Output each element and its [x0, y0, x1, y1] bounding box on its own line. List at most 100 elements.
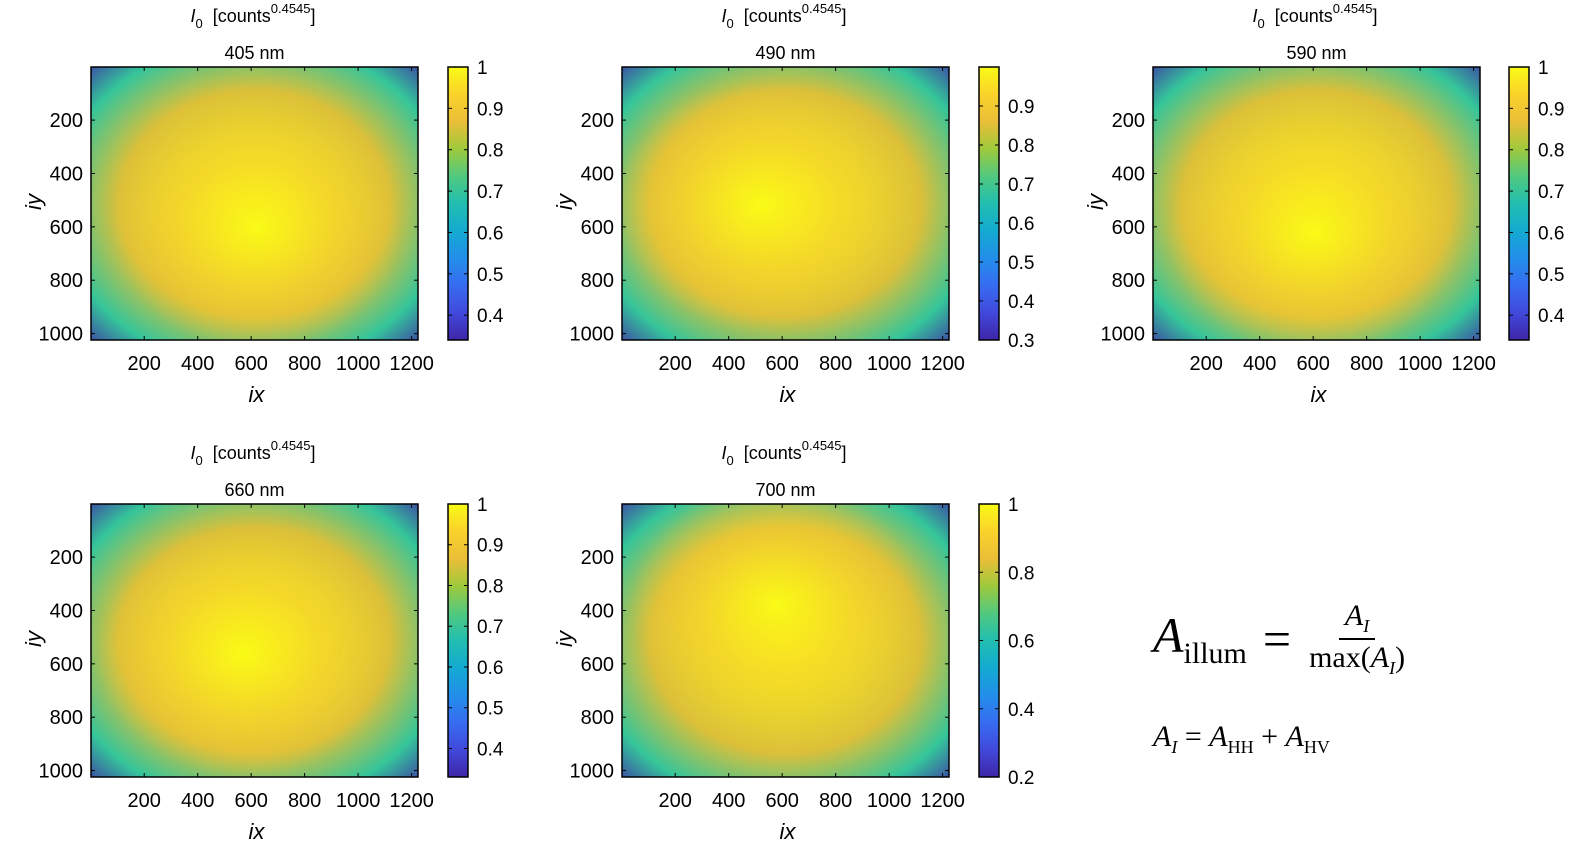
y-tick-label: 200 — [50, 110, 83, 132]
colorbar-tick-label: 0.6 — [477, 658, 503, 679]
y-tick-label: 400 — [50, 600, 83, 622]
x-tick-label: 1200 — [920, 790, 965, 812]
colorbar-tick-label: 0.6 — [1008, 632, 1034, 653]
colorbar-tick-label: 1 — [477, 495, 488, 516]
colorbar-tick-label: 0.7 — [477, 617, 503, 638]
colorbar-tick-label: 0.7 — [477, 182, 503, 203]
y-axis-label: iy — [21, 192, 46, 210]
y-tick-label: 400 — [50, 163, 83, 185]
axes-box — [90, 66, 419, 341]
colorbar-tick-label: 0.6 — [1538, 223, 1564, 244]
y-tick-label: 400 — [1112, 163, 1145, 185]
colorbar-tick-label: 0.4 — [1008, 700, 1035, 721]
colorbar-tick-label: 0.8 — [1008, 563, 1034, 584]
y-tick-label: 1000 — [39, 761, 84, 783]
colorbar-tick-label: 0.4 — [477, 306, 504, 327]
colorbar-tick-label: 0.8 — [1538, 141, 1564, 162]
panel-subtitle: 590 nm — [1286, 43, 1346, 63]
y-tick-label: 200 — [581, 547, 614, 569]
y-tick-label: 800 — [581, 270, 614, 292]
x-tick-label: 600 — [765, 790, 798, 812]
heatmap-peak — [1153, 67, 1480, 340]
y-tick-label: 800 — [50, 707, 83, 729]
panel-subtitle: 490 nm — [755, 43, 815, 63]
x-tick-label: 200 — [659, 353, 692, 375]
axes-box — [621, 66, 950, 341]
panel-title: I0 [counts0.4545] — [190, 1, 315, 31]
colorbar-tick-label: 0.6 — [1008, 214, 1034, 235]
y-tick-label: 600 — [581, 217, 614, 239]
heatmap-panel-700nm: 200 400 600 800 1000 1200 200 400 600 800 1000 ix iy… — [552, 438, 1035, 844]
y-tick-label: 200 — [1112, 110, 1145, 132]
x-tick-label: 600 — [765, 353, 798, 375]
y-tick-label: 800 — [581, 707, 614, 729]
x-tick-label: 400 — [1243, 353, 1276, 375]
x-tick-label: 200 — [659, 790, 692, 812]
panel-title: I0 [counts0.4545] — [1252, 1, 1377, 31]
colorbar-tick-label: 0.5 — [1008, 253, 1034, 274]
colorbar-tick-label: 0.4 — [477, 739, 504, 760]
eq-numerator: AI — [1338, 600, 1376, 640]
colorbar — [447, 66, 469, 341]
colorbar-tick-label: 0.7 — [1008, 175, 1034, 196]
x-axis-label: ix — [1311, 382, 1328, 407]
colorbar-tick-label: 0.2 — [1008, 768, 1034, 789]
axes-box — [1152, 66, 1481, 341]
x-tick-label: 600 — [234, 790, 267, 812]
colorbar-tick-label: 0.8 — [477, 576, 503, 597]
y-tick-label: 1000 — [1101, 324, 1146, 346]
heatmap-peak — [622, 67, 949, 340]
heatmap-peak — [91, 504, 418, 777]
y-tick-label: 800 — [50, 270, 83, 292]
x-tick-label: 1000 — [336, 790, 381, 812]
colorbar-tick-label: 0.9 — [1008, 97, 1034, 118]
eq-fraction: AI max(AI) — [1309, 600, 1405, 678]
colorbar-tick-label: 0.8 — [477, 141, 503, 162]
colorbar-tick-label: 0.4 — [1538, 306, 1565, 327]
heatmap-panel-590nm: 200 400 600 800 1000 1200 200 400 600 800 1000 ix iy… — [1083, 1, 1565, 407]
heatmap-panel-405nm: 200 400 600 800 1000 1200 200 400 600 800 1000 ix iy… — [21, 1, 504, 407]
x-tick-label: 400 — [712, 790, 745, 812]
y-tick-label: 600 — [50, 654, 83, 676]
x-tick-label: 800 — [288, 790, 321, 812]
panel-subtitle: 405 nm — [224, 43, 284, 63]
axes-box — [90, 503, 419, 778]
x-tick-label: 1200 — [389, 790, 434, 812]
illumination-equation: Aillum = AI max(AI) — [1153, 600, 1405, 678]
x-tick-label: 200 — [128, 353, 161, 375]
y-tick-label: 600 — [581, 654, 614, 676]
colorbar-tick-label: 0.5 — [1538, 265, 1564, 286]
x-tick-label: 600 — [234, 353, 267, 375]
colorbar-tick-label: 0.8 — [1008, 136, 1034, 157]
intensity-sum-equation: AI = AHH + AHV — [1153, 720, 1330, 757]
y-tick-label: 1000 — [570, 761, 615, 783]
colorbar — [1508, 66, 1530, 341]
x-tick-label: 1000 — [1398, 353, 1443, 375]
x-axis-label: ix — [780, 819, 797, 844]
y-axis-label: iy — [552, 192, 577, 210]
y-tick-label: 1000 — [570, 324, 615, 346]
x-tick-label: 1200 — [920, 353, 965, 375]
panel-subtitle: 700 nm — [755, 480, 815, 500]
eq-equals: = — [1262, 610, 1292, 667]
colorbar-tick-label: 0.9 — [477, 99, 503, 120]
x-tick-label: 1200 — [1451, 353, 1496, 375]
x-axis-label: ix — [780, 382, 797, 407]
heatmap-panel-660nm: 200 400 600 800 1000 1200 200 400 600 800 1000 ix iy… — [21, 438, 504, 844]
x-axis-label: ix — [249, 382, 266, 407]
colorbar-tick-label: 0.7 — [1538, 182, 1564, 203]
colorbar-tick-label: 1 — [1538, 58, 1549, 79]
colorbar-tick-label: 0.3 — [1008, 331, 1034, 352]
heatmap-panels: 200 400 600 800 1000 12002004006008001000ixiy… — [21, 1, 1565, 844]
y-axis-label: iy — [21, 629, 46, 647]
panel-title: I0 [counts0.4545] — [190, 438, 315, 468]
x-tick-label: 1000 — [867, 790, 912, 812]
x-tick-label: 1200 — [389, 353, 434, 375]
y-tick-label: 1000 — [39, 324, 84, 346]
colorbar-tick-label: 0.9 — [477, 536, 503, 557]
y-tick-label: 400 — [581, 163, 614, 185]
heatmap-peak — [622, 504, 949, 777]
x-tick-label: 800 — [819, 790, 852, 812]
colorbar-tick-label: 0.9 — [1538, 99, 1564, 120]
x-tick-label: 200 — [128, 790, 161, 812]
